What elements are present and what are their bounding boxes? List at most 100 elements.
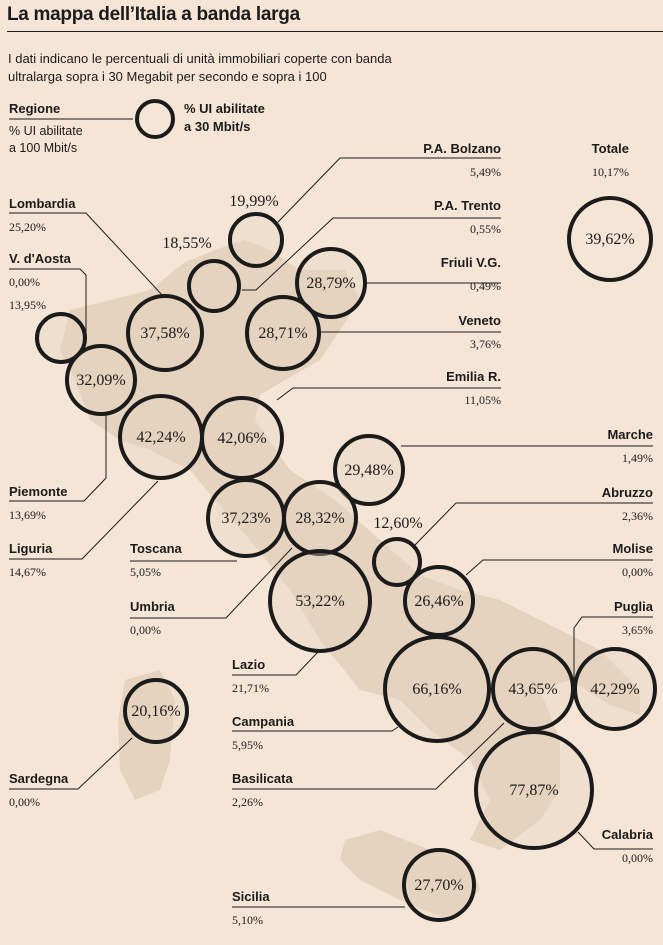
region-label-molise: Molise (613, 541, 653, 556)
bubble-liguria (118, 394, 204, 480)
pct-100-veneto: 3,76% (470, 337, 501, 351)
bubble-veneto (245, 295, 321, 371)
pct-30-p-a-trento: 18,55% (162, 235, 211, 252)
leader-line-sardegna (9, 737, 133, 790)
pct-30-sicilia: 27,70% (414, 877, 463, 894)
region-label-umbria: Umbria (130, 599, 176, 614)
pct-100-sardegna: 0,00% (9, 795, 40, 809)
region-label-p-a-bolzano: P.A. Bolzano (423, 141, 501, 156)
region-label-basilicata: Basilicata (232, 771, 293, 786)
chart-subtitle: I dati indicano le percentuali di unità … (8, 50, 438, 86)
legend-30-line-2: a 30 Mbit/s (184, 119, 250, 134)
subtitle-line-1: I dati indicano le percentuali di unità … (8, 51, 392, 66)
leader-line-calabria (577, 831, 653, 850)
leader-line-basilicata (232, 722, 505, 790)
pct-100-sicilia: 5,10% (232, 913, 263, 927)
legend: Regione % UI abilitate a 100 Mbit/s % UI… (9, 99, 265, 155)
total-pct-30: 39,62% (585, 231, 634, 248)
region-label-liguria: Liguria (9, 541, 53, 556)
leader-line-p-a-bolzano (277, 157, 501, 223)
leader-line-molise (465, 559, 653, 576)
pct-100-puglia: 3,65% (622, 623, 653, 637)
region-bubbles (35, 212, 657, 922)
pct-30-molise: 26,46% (414, 593, 463, 610)
leader-line-puglia (573, 616, 653, 688)
pct-30-toscana: 37,23% (221, 510, 270, 527)
pct-30-puglia: 42,29% (590, 681, 639, 698)
pct-100-friuli-v-g: 0,49% (470, 279, 501, 293)
legend-100-line-2: a 100 Mbit/s (9, 141, 77, 155)
pct-100-molise: 0,00% (622, 565, 653, 579)
region-label-campania: Campania (232, 714, 295, 729)
region-label-calabria: Calabria (602, 827, 654, 842)
pct-30-friuli-v-g: 28,79% (306, 275, 355, 292)
pct-30-lombardia: 37,58% (140, 325, 189, 342)
region-label-lazio: Lazio (232, 657, 265, 672)
leader-line-campania (232, 726, 399, 732)
total-circle (567, 196, 653, 282)
leader-line-lombardia (9, 212, 164, 297)
bubble-molise (403, 565, 475, 637)
bubble-lazio (268, 549, 372, 653)
legend-region-label: Regione (9, 101, 60, 116)
pct-100-emilia-r: 11,05% (464, 393, 501, 407)
leader-line-p-a-trento (242, 217, 501, 291)
pct-100-campania: 5,95% (232, 738, 263, 752)
pct-100-calabria: 0,00% (622, 851, 653, 865)
bubble-sardegna (123, 678, 189, 744)
region-label-veneto: Veneto (458, 313, 501, 328)
region-label-v-d-aosta: V. d'Aosta (9, 251, 72, 266)
pct-30-lazio: 53,22% (295, 593, 344, 610)
pct-30-campania: 66,16% (412, 681, 461, 698)
leader-line-emilia-r (276, 387, 501, 401)
region-label-piemonte: Piemonte (9, 484, 68, 499)
pct-100-p-a-bolzano: 5,49% (470, 165, 501, 179)
region-label-lombardia: Lombardia (9, 196, 76, 211)
title-rule (7, 31, 663, 32)
pct-100-abruzzo: 2,36% (622, 509, 653, 523)
leader-line-liguria (9, 480, 159, 560)
pct-30-basilicata: 43,65% (508, 681, 557, 698)
bubble-abruzzo (372, 537, 422, 587)
pct-100-v-d-aosta: 0,00% (9, 275, 40, 289)
pct-30-calabria: 77,87% (509, 782, 558, 799)
pct-100-toscana: 5,05% (130, 565, 161, 579)
pct-30-emilia-r: 42,06% (217, 430, 266, 447)
total-group: Totale 10,17% 39,62% (567, 141, 653, 282)
bubble-calabria (474, 730, 594, 850)
bubble-sicilia (402, 848, 476, 922)
leader-lines (9, 157, 653, 908)
pct-30-p-a-bolzano: 19,99% (229, 193, 278, 210)
subtitle-line-2: ultralarga sopra i 30 Megabit per second… (8, 69, 327, 84)
leader-line-v-d-aosta (9, 268, 87, 340)
chart-title: La mappa dell’Italia a banda larga (7, 4, 300, 25)
total-label: Totale (592, 141, 629, 156)
pct-30-piemonte: 32,09% (76, 372, 125, 389)
region-label-p-a-trento: P.A. Trento (434, 198, 501, 213)
region-label-abruzzo: Abruzzo (602, 485, 653, 500)
pct-100-lombardia: 25,20% (9, 220, 46, 234)
region-label-marche: Marche (607, 427, 653, 442)
region-label-sardegna: Sardegna (9, 771, 69, 786)
bubble-basilicata (491, 647, 575, 731)
pct-100-liguria: 14,67% (9, 565, 46, 579)
legend-circle (135, 99, 175, 139)
bubble-lombardia (126, 294, 204, 372)
bubble-umbria (282, 480, 358, 556)
pct-30-abruzzo: 12,60% (373, 515, 422, 532)
leader-line-lazio (232, 651, 319, 676)
bubble-v-d-aosta (35, 312, 87, 364)
pct-100-basilicata: 2,26% (232, 795, 263, 809)
leader-line-abruzzo (413, 502, 653, 547)
region-label-friuli-v-g: Friuli V.G. (441, 255, 501, 270)
pct-30-sardegna: 20,16% (131, 703, 180, 720)
region-label-puglia: Puglia (614, 599, 654, 614)
pct-100-p-a-trento: 0,55% (470, 222, 501, 236)
pct-30-umbria: 28,32% (295, 510, 344, 527)
pct-100-marche: 1,49% (622, 451, 653, 465)
pct-30-marche: 29,48% (344, 462, 393, 479)
region-label-toscana: Toscana (130, 541, 183, 556)
bubble-friuli-v-g (295, 247, 367, 319)
pct-100-umbria: 0,00% (130, 623, 161, 637)
